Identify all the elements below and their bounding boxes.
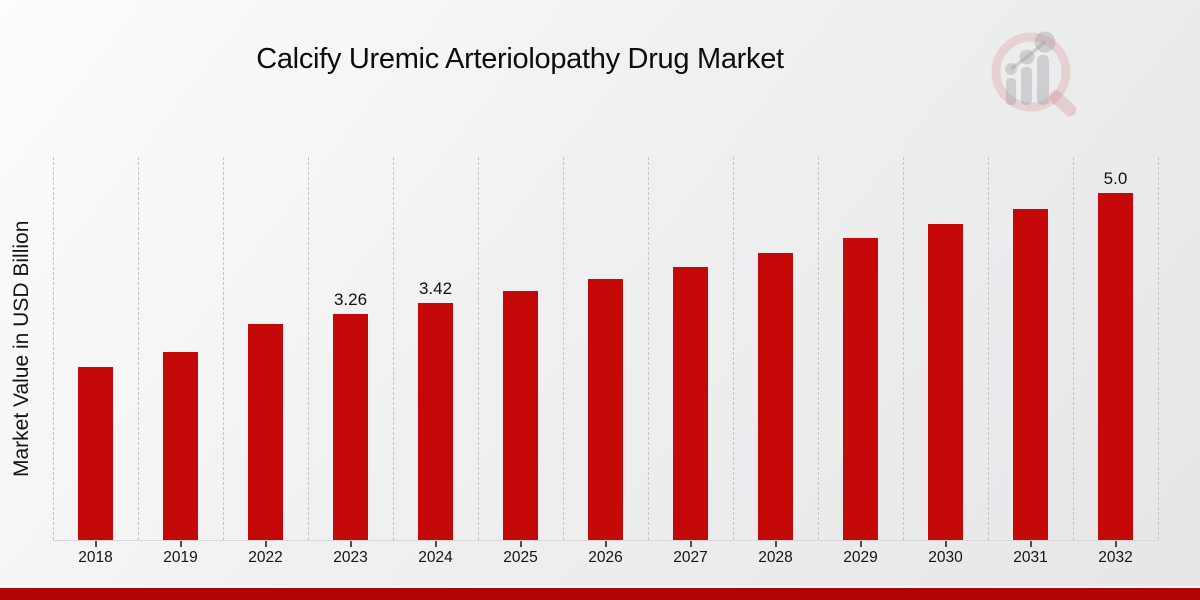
- bar-2029: [843, 238, 878, 540]
- bar-value-label: 3.26: [333, 290, 368, 309]
- x-axis-tick: [944, 541, 947, 547]
- bar-value-label: 5.0: [1103, 169, 1128, 188]
- x-axis-label-2024: 2024: [418, 549, 453, 566]
- bottom-accent-bar: [0, 588, 1200, 600]
- x-axis-tick: [349, 541, 352, 547]
- x-axis-label-2030: 2030: [928, 549, 963, 566]
- gridline: [818, 157, 819, 540]
- x-axis-tick: [94, 541, 97, 547]
- gridline: [1158, 157, 1159, 540]
- x-axis-tick: [604, 541, 607, 547]
- bar-value-label: 3.42: [418, 279, 453, 298]
- bar-2027: [673, 267, 708, 540]
- x-axis-label-2019: 2019: [163, 549, 198, 566]
- bar-2032: [1098, 193, 1133, 540]
- x-axis-tick: [1114, 541, 1117, 547]
- y-axis-label: Market Value in USD Billion: [10, 220, 33, 477]
- gridline: [563, 157, 564, 540]
- plot-area: 2018 2019 2022 3.26 2023 3.42 2024 2025 2026 2027…: [53, 157, 1159, 566]
- x-axis-label-2026: 2026: [588, 549, 623, 566]
- logo-bars-icon: [1005, 31, 1056, 105]
- gridline: [223, 157, 224, 540]
- x-axis-label-2027: 2027: [673, 549, 708, 566]
- bar-2025: [503, 291, 538, 540]
- bar-2023: [333, 314, 368, 540]
- gridline: [478, 157, 479, 540]
- mrfr-logo-icon: [991, 31, 1077, 117]
- gridline: [988, 157, 989, 540]
- bar-2018: [78, 367, 113, 540]
- gridline: [138, 157, 139, 540]
- gridline: [733, 157, 734, 540]
- gridline: [648, 157, 649, 540]
- chart-title: Calcify Uremic Arteriolopathy Drug Marke…: [256, 43, 784, 75]
- gridline: [1073, 157, 1074, 540]
- x-axis-label-2032: 2032: [1098, 549, 1133, 566]
- gridline: [903, 157, 904, 540]
- x-axis-label-2025: 2025: [503, 549, 538, 566]
- bar-2028: [758, 253, 793, 540]
- x-axis-tick: [859, 541, 862, 547]
- x-axis-label-2028: 2028: [758, 549, 793, 566]
- bottom-strip-highlight: [0, 586, 1200, 588]
- gridline: [393, 157, 394, 540]
- x-axis-tick: [179, 541, 182, 547]
- x-axis-tick: [434, 541, 437, 547]
- x-axis-label-2022: 2022: [248, 549, 283, 566]
- x-axis-tick: [519, 541, 522, 547]
- gridline: [53, 157, 54, 540]
- x-axis-label-2031: 2031: [1013, 549, 1048, 566]
- bar-2031: [1013, 209, 1048, 540]
- bar-2026: [588, 279, 623, 540]
- bar-2024: [418, 303, 453, 540]
- x-axis-tick: [1029, 541, 1032, 547]
- gridline: [308, 157, 309, 540]
- bar-2030: [928, 224, 963, 540]
- x-axis-label-2029: 2029: [843, 549, 878, 566]
- x-axis-tick: [774, 541, 777, 547]
- bar-2019: [163, 352, 198, 540]
- x-axis-tick: [689, 541, 692, 547]
- bar-2022: [248, 324, 283, 540]
- x-axis-label-2023: 2023: [333, 549, 368, 566]
- x-axis-tick: [264, 541, 267, 547]
- x-axis-label-2018: 2018: [78, 549, 113, 566]
- magnifier-handle-icon: [1049, 90, 1077, 117]
- magnifier-lens-icon: [991, 32, 1071, 112]
